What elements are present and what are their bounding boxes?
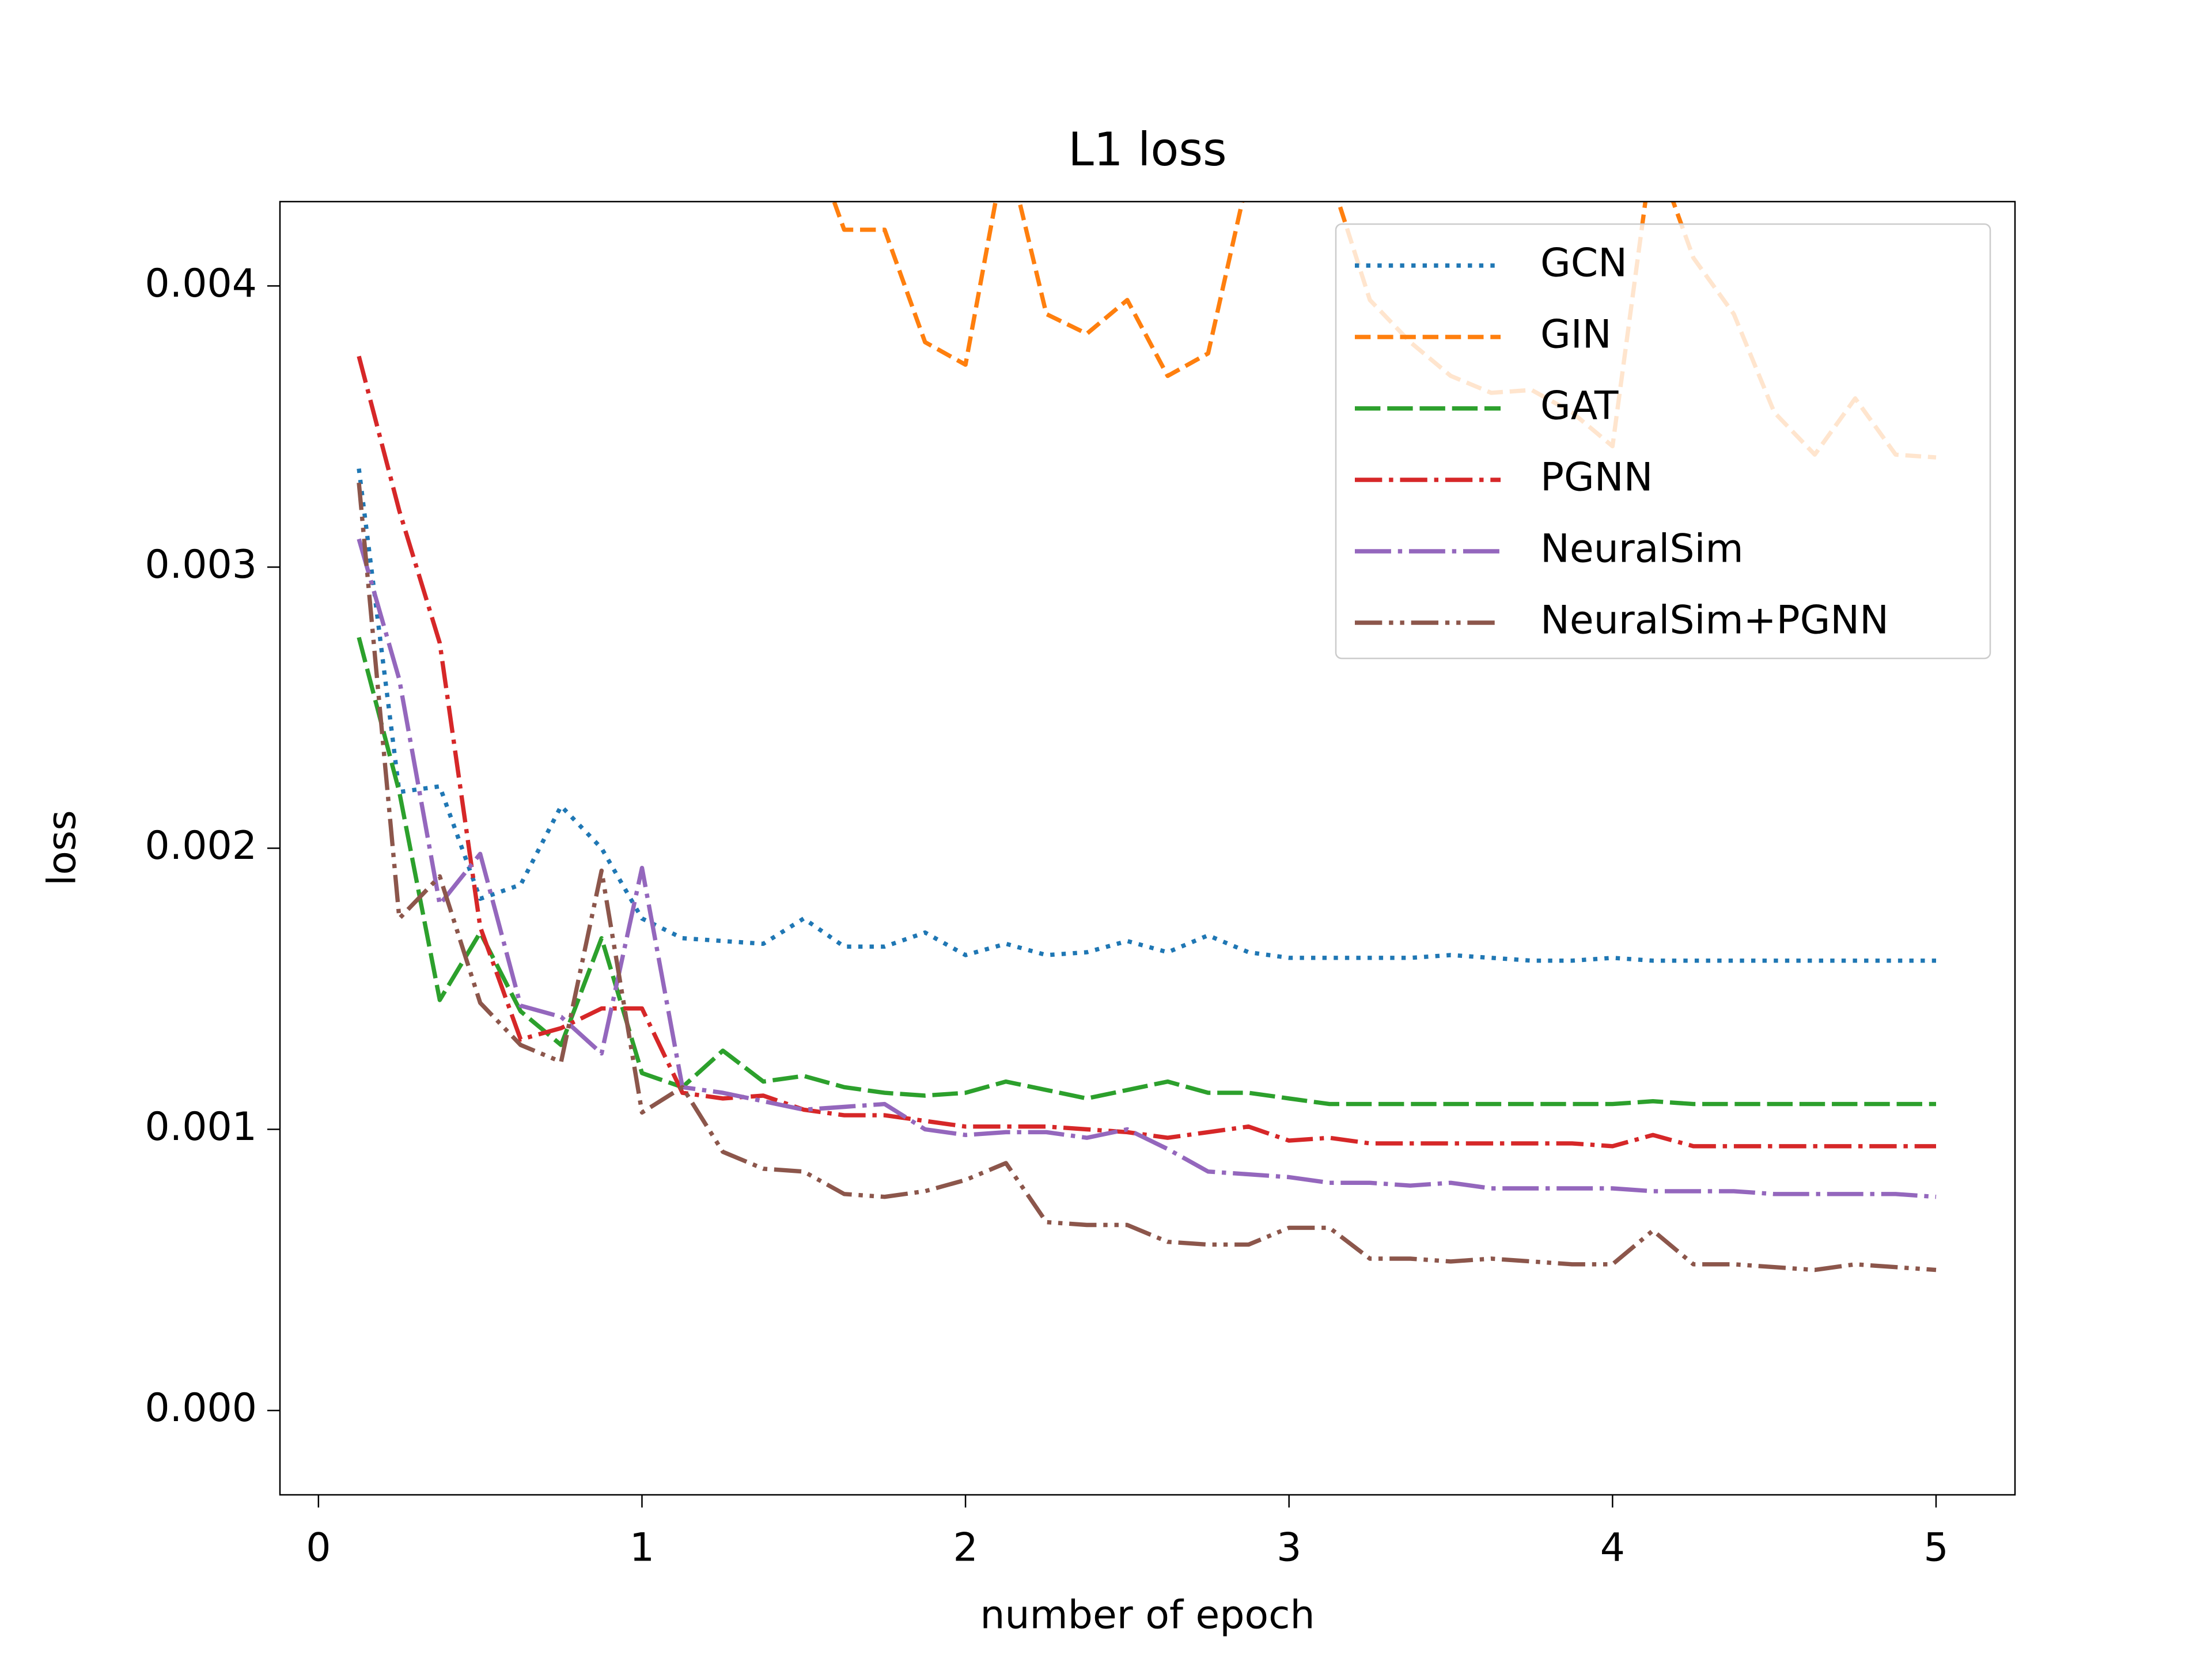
y-tick-label: 0.001 — [145, 1104, 257, 1150]
y-tick-label: 0.000 — [145, 1385, 257, 1431]
legend-label: GIN — [1540, 312, 1612, 358]
plot-area — [357, 202, 1937, 1272]
x-tick-label: 3 — [1277, 1525, 1301, 1571]
y-tick-label: 0.003 — [145, 542, 257, 588]
legend: GCN GIN GAT PGNN NeuralSim NeuralSim+PGNN — [1335, 223, 1991, 660]
x-tick-label: 5 — [1923, 1525, 1948, 1571]
y-tick-label: 0.004 — [145, 261, 257, 306]
series-line — [357, 538, 1937, 1199]
series-line — [357, 637, 1936, 1107]
axes-frame — [279, 200, 2016, 1496]
legend-label: PGNN — [1540, 455, 1653, 501]
series-line — [357, 468, 1936, 963]
x-tick-label: 0 — [306, 1525, 331, 1571]
x-tick-label: 1 — [630, 1525, 654, 1571]
series-line — [832, 202, 1937, 460]
x-tick-label: 2 — [953, 1525, 978, 1571]
series-line — [357, 482, 1937, 1272]
legend-label: NeuralSim+PGNN — [1540, 598, 1889, 643]
legend-label: GCN — [1540, 241, 1627, 286]
chart-title: L1 loss — [1068, 123, 1226, 176]
y-axis-label: loss — [40, 810, 85, 885]
legend-label: NeuralSim — [1540, 527, 1744, 572]
legend-box — [1335, 223, 1991, 660]
x-tick-label: 4 — [1600, 1525, 1625, 1571]
x-axis-label: number of epoch — [980, 1593, 1315, 1638]
y-tick-label: 0.002 — [145, 823, 257, 869]
legend-label: GAT — [1540, 384, 1619, 429]
